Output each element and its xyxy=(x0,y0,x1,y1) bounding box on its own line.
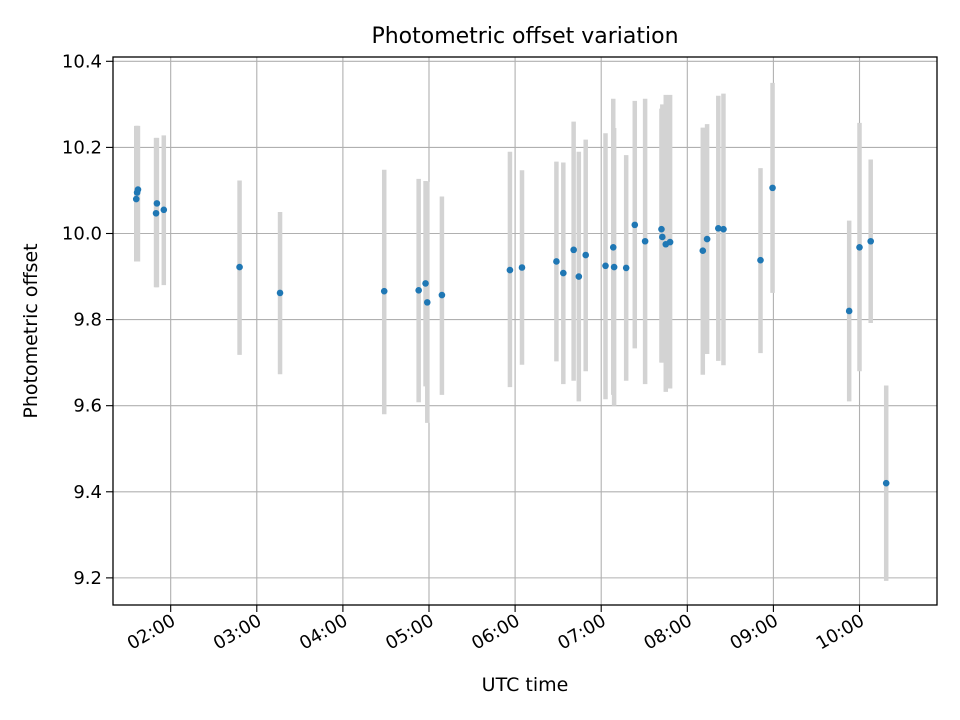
y-tick-label: 10.0 xyxy=(62,223,102,244)
y-tick-label: 9.6 xyxy=(73,396,102,417)
chart-title: Photometric offset variation xyxy=(371,24,678,49)
y-tick-label: 9.2 xyxy=(73,568,102,589)
data-point xyxy=(380,287,388,295)
data-point xyxy=(699,247,707,255)
data-point xyxy=(160,206,168,214)
data-point xyxy=(845,307,853,315)
data-points xyxy=(132,184,890,487)
data-point xyxy=(153,200,161,207)
gridlines xyxy=(113,57,937,605)
data-point xyxy=(423,299,431,306)
data-point xyxy=(610,263,618,271)
y-axis-ticks: 9.2 9.4 9.6 9.8 10.0 10.2 10.4 xyxy=(62,51,113,589)
data-point xyxy=(602,262,609,270)
data-point xyxy=(422,280,429,287)
data-point xyxy=(720,225,727,233)
y-axis-label: Photometric offset xyxy=(20,243,42,418)
data-point xyxy=(641,237,649,245)
data-point xyxy=(658,225,665,233)
data-point xyxy=(631,221,639,229)
data-point xyxy=(438,291,446,299)
y-tick-label: 9.4 xyxy=(73,482,102,503)
data-point xyxy=(659,233,666,241)
data-point xyxy=(506,266,514,274)
y-tick-label: 10.2 xyxy=(62,137,102,158)
data-point xyxy=(856,243,863,251)
data-point xyxy=(575,273,583,280)
data-point xyxy=(415,287,422,294)
data-point xyxy=(276,289,284,297)
data-point xyxy=(666,238,674,246)
plot-frame xyxy=(112,56,938,606)
data-point xyxy=(882,479,890,487)
data-point xyxy=(867,237,875,245)
data-point xyxy=(769,184,776,192)
data-point xyxy=(582,251,590,259)
data-point xyxy=(134,186,142,193)
y-tick-label: 9.8 xyxy=(73,310,102,331)
data-point xyxy=(757,256,764,264)
data-point xyxy=(132,195,140,203)
data-point xyxy=(714,225,722,232)
data-point xyxy=(553,258,560,265)
y-tick-label: 10.4 xyxy=(62,51,102,72)
x-axis-label: UTC time xyxy=(482,674,569,696)
data-point xyxy=(560,269,567,277)
data-point xyxy=(152,209,160,217)
data-point xyxy=(236,263,243,271)
data-point xyxy=(570,246,577,254)
data-point xyxy=(609,243,617,251)
data-point xyxy=(703,235,711,243)
data-point xyxy=(622,264,630,272)
data-point xyxy=(518,264,526,271)
